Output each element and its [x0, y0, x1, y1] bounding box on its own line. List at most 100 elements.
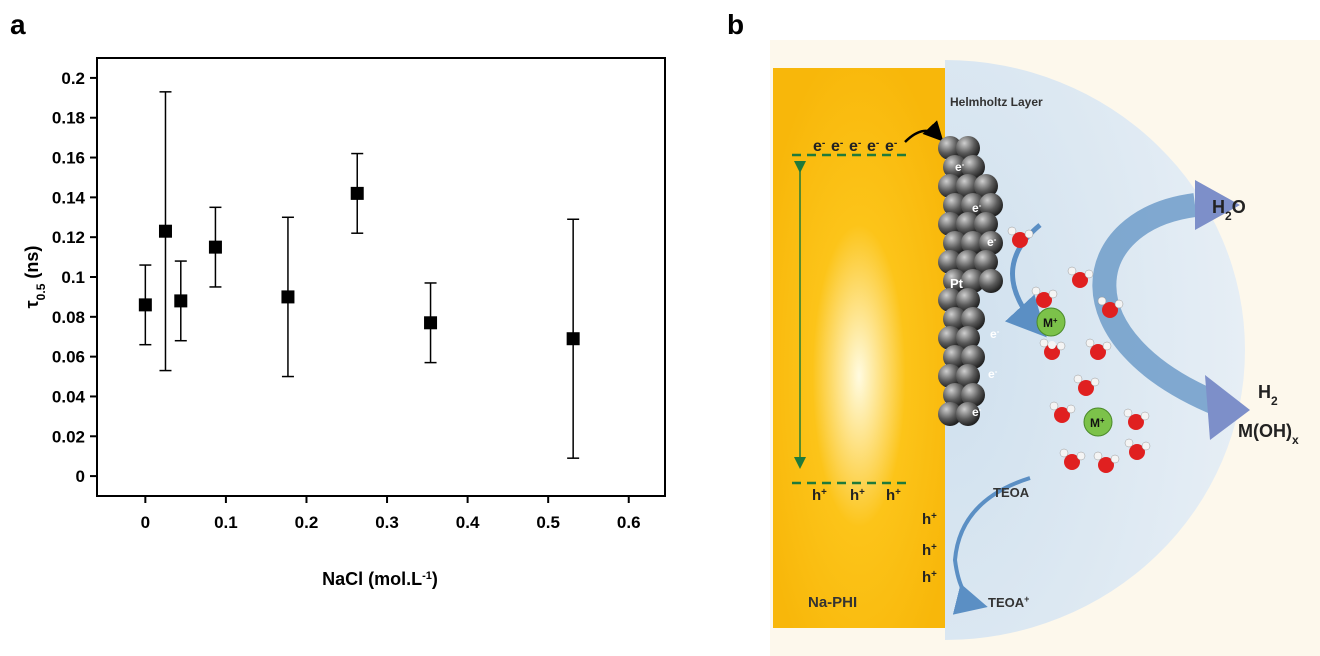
y-tick-label: 0.12 [52, 228, 85, 247]
transfer-arrow [904, 120, 944, 143]
hydrogen-atom [1085, 338, 1095, 348]
pt-atom [956, 326, 980, 350]
oxygen [1054, 407, 1070, 423]
marker [138, 298, 152, 312]
species-label: e- [955, 160, 965, 175]
donor-label: TEOA [993, 485, 1030, 500]
label-sup: + [1100, 416, 1105, 425]
label-text: NaCl (mol.L [322, 569, 422, 589]
label-sup: + [931, 569, 937, 580]
hydrogen-label: H2 [1258, 382, 1278, 408]
material-label: Na-PHI [808, 594, 857, 611]
pt-atom [938, 402, 962, 426]
pt-atom [938, 364, 962, 388]
oxygen [1128, 414, 1144, 430]
label-sup: - [979, 405, 982, 414]
oxidized-donor-label: TEOA+ [988, 594, 1029, 610]
hydrogen-atom [1076, 451, 1086, 461]
label-text: e [972, 201, 979, 215]
hydrogen-atom [1140, 411, 1150, 421]
pt-atom [961, 193, 985, 217]
layer-label: Helmholtz Layer [950, 95, 1043, 109]
label-text: e [972, 405, 979, 419]
pt-atom [938, 212, 962, 236]
pt-atom [943, 231, 967, 255]
hydrogen-atom [1059, 448, 1069, 458]
species-label: h+ [922, 542, 937, 560]
hydrogen-atom [1049, 401, 1059, 411]
marker [424, 316, 438, 330]
hydrogen-atom [1007, 226, 1017, 236]
label-text: H [1212, 197, 1225, 217]
oxygen [1078, 380, 1094, 396]
panel-label: b [727, 9, 744, 40]
pt-atom [956, 212, 980, 236]
x-tick-label: 0.1 [214, 513, 238, 532]
label-sub: 2 [1225, 209, 1232, 223]
pt-atom [943, 383, 967, 407]
oxygen [1012, 232, 1028, 248]
cation [1083, 407, 1113, 437]
label-sup: + [931, 542, 937, 553]
oxygen [1098, 457, 1114, 473]
label-sup: - [840, 138, 844, 149]
label-text: e [813, 138, 822, 155]
pt-atom [956, 402, 980, 426]
arrow-head [1195, 180, 1240, 230]
label-sup: + [821, 487, 827, 498]
y-tick-label: 0.1 [61, 268, 85, 287]
label-sup: - [962, 160, 965, 169]
oxygen [1090, 344, 1106, 360]
pt-atom [956, 174, 980, 198]
pt-atom [961, 383, 985, 407]
x-tick-label: 0.5 [536, 513, 560, 532]
marker [566, 332, 580, 346]
oxygen [1044, 344, 1060, 360]
hydrogen-atom [1090, 377, 1100, 387]
metal-label: Pt [950, 276, 964, 291]
label-text: e [987, 235, 994, 249]
marker [208, 240, 222, 254]
oxygen [1129, 444, 1145, 460]
pt-atom [938, 174, 962, 198]
pt-atom [943, 193, 967, 217]
label-text: e [849, 138, 858, 155]
species-label: h+ [812, 487, 827, 505]
hydrogen-atom [1102, 341, 1112, 351]
pt-atom [938, 326, 962, 350]
species-label: e- [988, 367, 998, 382]
label-sup: - [995, 367, 998, 376]
pt-atom [943, 345, 967, 369]
label-sup: - [979, 201, 982, 210]
arrow-head [1205, 375, 1250, 440]
hydrogen-atom [1141, 441, 1151, 451]
hydrogen-atom [1024, 229, 1034, 239]
reaction-arrow [1092, 193, 1225, 417]
species-label: M+ [1043, 316, 1058, 331]
panel-label: a [10, 9, 26, 40]
label-sup: + [1053, 316, 1058, 325]
label-text: e [988, 367, 995, 381]
oxygen [1102, 302, 1118, 318]
species-label: e- [990, 327, 1000, 342]
chart: NaCl (mol.L-1) τ0.5 (ns) 0 0.1 0.2 0.3 0.4 0.… [22, 57, 666, 589]
label-sub: 2 [1271, 394, 1278, 408]
label-text: O [1232, 197, 1246, 217]
hydrogen-atom [1110, 454, 1120, 464]
pt-atom [961, 345, 985, 369]
diagram: Helmholtz Layer Na-PHI TEOA TEOA+ H2O H2… [770, 40, 1320, 656]
label-sup: - [994, 235, 997, 244]
x-tick-label: 0 [141, 513, 150, 532]
pt-atom [974, 174, 998, 198]
pt-atom [961, 231, 985, 255]
label-text: h [812, 487, 821, 504]
label-text: h [922, 511, 931, 528]
species-label: h+ [922, 511, 937, 529]
label-sup: + [931, 511, 937, 522]
donor-arrow [952, 476, 1031, 615]
hydrogen-atom [1031, 286, 1041, 296]
label-sup: + [895, 487, 901, 498]
water-label: H2O [1212, 197, 1246, 223]
marker [281, 290, 295, 304]
pt-atom [979, 193, 1003, 217]
